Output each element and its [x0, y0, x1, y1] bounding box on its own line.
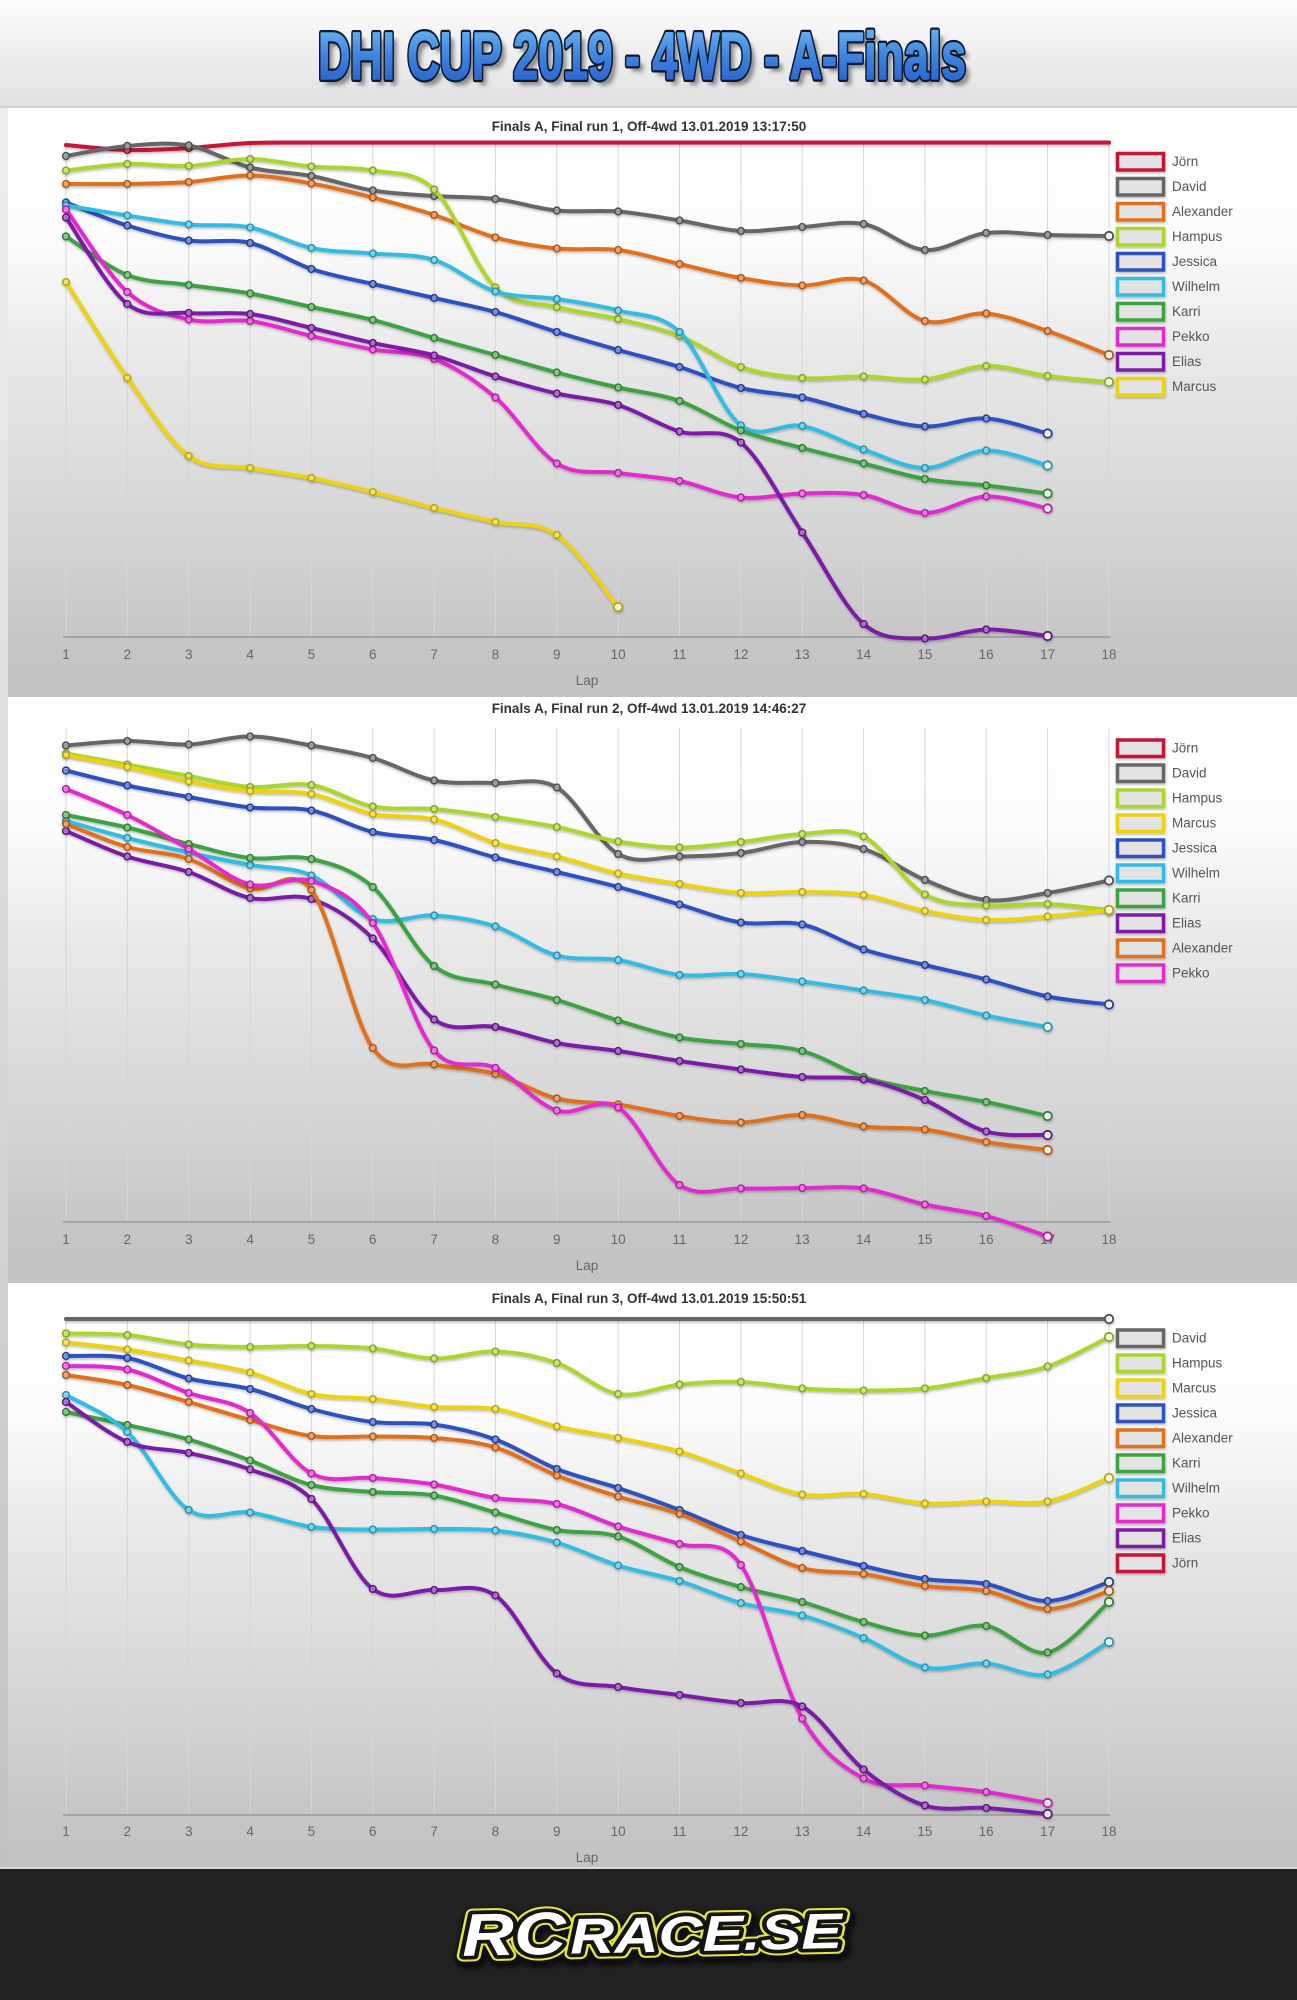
svg-text:Elias: Elias: [1172, 916, 1202, 931]
svg-text:1: 1: [62, 1232, 70, 1247]
svg-text:Karri: Karri: [1172, 1456, 1201, 1471]
svg-text:Alexander: Alexander: [1172, 204, 1233, 219]
svg-text:4: 4: [246, 1232, 254, 1247]
svg-text:Finals A, Final run 2, Off-4wd: Finals A, Final run 2, Off-4wd 13.01.201…: [492, 701, 807, 716]
svg-text:Hampus: Hampus: [1172, 1356, 1223, 1371]
svg-text:16: 16: [979, 1232, 994, 1247]
svg-text:Pekko: Pekko: [1172, 1506, 1210, 1521]
svg-text:Jörn: Jörn: [1172, 154, 1198, 169]
svg-text:8: 8: [492, 1824, 500, 1839]
svg-text:16: 16: [979, 647, 994, 662]
svg-text:5: 5: [308, 1232, 316, 1247]
svg-text:10: 10: [611, 1824, 626, 1839]
svg-text:Pekko: Pekko: [1172, 966, 1210, 981]
svg-text:Alexander: Alexander: [1172, 1431, 1233, 1446]
svg-text:4: 4: [246, 1824, 254, 1839]
svg-text:Elias: Elias: [1172, 354, 1202, 369]
svg-text:Karri: Karri: [1172, 891, 1201, 906]
svg-text:13: 13: [795, 1824, 810, 1839]
svg-text:Finals A, Final run 1, Off-4wd: Finals A, Final run 1, Off-4wd 13.01.201…: [492, 119, 807, 134]
svg-text:Marcus: Marcus: [1172, 379, 1217, 394]
svg-text:10: 10: [611, 1232, 626, 1247]
svg-text:Jessica: Jessica: [1172, 1406, 1218, 1421]
svg-text:2: 2: [124, 1232, 132, 1247]
svg-text:11: 11: [672, 647, 686, 662]
svg-text:18: 18: [1101, 1824, 1116, 1839]
svg-text:13: 13: [795, 1232, 810, 1247]
svg-text:Jörn: Jörn: [1172, 741, 1198, 756]
svg-text:Lap: Lap: [576, 1258, 599, 1273]
svg-text:13: 13: [795, 647, 810, 662]
svg-text:7: 7: [430, 1232, 438, 1247]
svg-text:8: 8: [492, 647, 500, 662]
svg-text:7: 7: [430, 1824, 438, 1839]
svg-text:Lap: Lap: [576, 673, 599, 688]
svg-text:11: 11: [672, 1824, 686, 1839]
svg-text:15: 15: [917, 647, 932, 662]
svg-text:3: 3: [185, 1232, 193, 1247]
svg-text:Alexander: Alexander: [1172, 941, 1233, 956]
svg-text:17: 17: [1040, 647, 1055, 662]
svg-text:14: 14: [856, 647, 872, 662]
svg-text:8: 8: [492, 1232, 500, 1247]
svg-text:14: 14: [856, 1824, 872, 1839]
svg-text:6: 6: [369, 1824, 377, 1839]
svg-text:3: 3: [185, 647, 193, 662]
svg-text:15: 15: [917, 1824, 932, 1839]
svg-text:Marcus: Marcus: [1172, 816, 1217, 831]
svg-text:7: 7: [430, 647, 438, 662]
svg-text:12: 12: [733, 647, 748, 662]
svg-text:David: David: [1172, 179, 1207, 194]
svg-text:2: 2: [124, 647, 132, 662]
svg-text:David: David: [1172, 1331, 1207, 1346]
svg-text:5: 5: [308, 647, 316, 662]
svg-text:Elias: Elias: [1172, 1531, 1202, 1546]
svg-text:10: 10: [611, 647, 626, 662]
svg-text:DHI CUP 2019 - 4WD - A-Finals: DHI CUP 2019 - 4WD - A-Finals: [323, 25, 971, 100]
svg-text:Wilhelm: Wilhelm: [1172, 279, 1220, 294]
svg-text:Wilhelm: Wilhelm: [1172, 1481, 1220, 1496]
svg-text:17: 17: [1040, 1824, 1055, 1839]
svg-text:Hampus: Hampus: [1172, 791, 1223, 806]
svg-text:6: 6: [369, 1232, 377, 1247]
svg-text:9: 9: [553, 647, 561, 662]
svg-text:12: 12: [733, 1232, 748, 1247]
svg-text:1: 1: [62, 1824, 70, 1839]
svg-text:Pekko: Pekko: [1172, 329, 1210, 344]
svg-text:Jörn: Jörn: [1172, 1556, 1198, 1571]
svg-text:16: 16: [979, 1824, 994, 1839]
svg-text:12: 12: [733, 1824, 748, 1839]
svg-text:3: 3: [185, 1824, 193, 1839]
svg-text:11: 11: [672, 1232, 686, 1247]
svg-text:DHI CUP 2019 - 4WD - A-Finals: DHI CUP 2019 - 4WD - A-Finals: [318, 19, 966, 94]
svg-text:David: David: [1172, 766, 1207, 781]
svg-text:18: 18: [1101, 647, 1116, 662]
svg-text:DHI CUP 2019 - 4WD - A-Finals: DHI CUP 2019 - 4WD - A-Finals: [318, 19, 966, 94]
svg-text:6: 6: [369, 647, 377, 662]
svg-text:15: 15: [917, 1232, 932, 1247]
svg-text:Lap: Lap: [576, 1850, 599, 1865]
svg-text:Finals A, Final run 3, Off-4wd: Finals A, Final run 3, Off-4wd 13.01.201…: [492, 1291, 807, 1306]
svg-text:Jessica: Jessica: [1172, 254, 1218, 269]
svg-text:1: 1: [62, 647, 70, 662]
svg-text:9: 9: [553, 1232, 561, 1247]
svg-text:Wilhelm: Wilhelm: [1172, 866, 1220, 881]
svg-text:Marcus: Marcus: [1172, 1381, 1217, 1396]
svg-text:18: 18: [1101, 1232, 1116, 1247]
svg-text:2: 2: [124, 1824, 132, 1839]
svg-text:9: 9: [553, 1824, 561, 1839]
svg-text:14: 14: [856, 1232, 872, 1247]
svg-text:Karri: Karri: [1172, 304, 1201, 319]
svg-text:Jessica: Jessica: [1172, 841, 1218, 856]
svg-text:4: 4: [246, 647, 254, 662]
svg-text:5: 5: [308, 1824, 316, 1839]
svg-text:Hampus: Hampus: [1172, 229, 1223, 244]
